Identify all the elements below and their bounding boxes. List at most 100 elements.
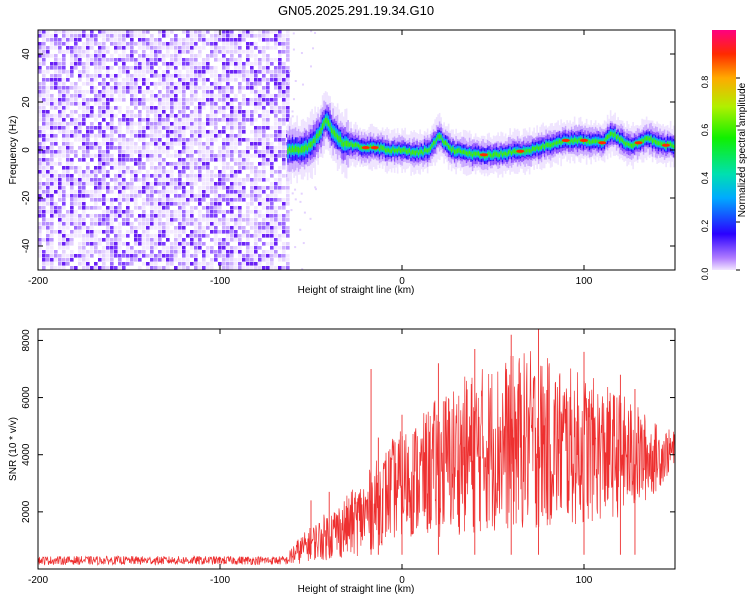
noise-cell: [190, 142, 194, 146]
noise-cell: [226, 30, 230, 34]
noise-cell: [262, 86, 266, 90]
noise-cell: [142, 198, 146, 202]
noise-cell: [186, 138, 190, 142]
noise-cell: [106, 230, 110, 234]
noise-cell: [230, 154, 234, 158]
noise-cell: [218, 58, 222, 62]
noise-cell: [98, 134, 102, 138]
noise-cell: [242, 50, 246, 54]
noise-cell: [94, 230, 98, 234]
noise-cell: [274, 78, 278, 82]
noise-cell: [118, 34, 122, 38]
noise-cell: [222, 222, 226, 226]
noise-cell: [282, 134, 286, 138]
noise-cell: [218, 38, 222, 42]
noise-cell: [190, 222, 194, 226]
signal-band-layer-6: [476, 152, 478, 156]
noise-cell: [102, 170, 106, 174]
noise-cell: [98, 94, 102, 98]
noise-cell: [270, 190, 274, 194]
noise-cell: [190, 262, 194, 266]
noise-cell: [138, 74, 142, 78]
noise-cell: [274, 238, 278, 242]
noise-cell: [258, 186, 262, 190]
noise-cell: [254, 134, 258, 138]
noise-cell: [118, 122, 122, 126]
noise-cell: [234, 238, 238, 242]
noise-cell: [230, 202, 234, 206]
signal-band-layer-6: [506, 152, 508, 157]
noise-cell: [102, 114, 106, 118]
noise-cell: [66, 102, 70, 106]
noise-cell: [38, 182, 42, 186]
signal-band-layer-6: [654, 140, 657, 144]
noise-cell: [62, 106, 66, 110]
noise-cell: [262, 186, 266, 190]
signal-band-layer-6: [648, 137, 651, 141]
noise-cell: [122, 214, 126, 218]
noise-cell: [226, 98, 230, 102]
noise-cell: [194, 134, 198, 138]
noise-cell: [102, 38, 106, 42]
noise-cell: [98, 102, 102, 106]
noise-cell: [118, 58, 122, 62]
noise-cell: [274, 206, 278, 210]
noise-cell: [86, 146, 90, 150]
noise-cell: [106, 242, 110, 246]
noise-cell: [246, 58, 250, 62]
noise-cell: [190, 218, 194, 222]
signal-band-layer-6: [623, 141, 625, 144]
noise-cell: [50, 162, 54, 166]
noise-cell: [166, 198, 170, 202]
signal-band-layer-6: [296, 146, 298, 152]
noise-cell: [46, 218, 50, 222]
noise-cell: [234, 266, 238, 270]
noise-cell: [74, 66, 78, 70]
noise-cell: [210, 202, 214, 206]
signal-band-layer-6: [288, 146, 291, 152]
noise-cell: [246, 222, 250, 226]
noise-cell: [154, 210, 158, 214]
noise-cell: [226, 146, 230, 150]
noise-cell: [118, 54, 122, 58]
colorbar: 0.00.20.40.60.8 Normalized spectral ampl…: [700, 30, 748, 280]
noise-cell: [206, 246, 210, 250]
noise-cell: [58, 114, 62, 118]
noise-cell: [110, 34, 114, 38]
noise-cell: [210, 134, 214, 138]
noise-cell: [166, 230, 170, 234]
noise-cell: [206, 162, 210, 166]
noise-cell: [50, 122, 54, 126]
noise-cell: [206, 154, 210, 158]
signal-band-layer-6: [380, 145, 382, 150]
noise-cell: [186, 214, 190, 218]
noise-cell: [282, 218, 286, 222]
noise-cell: [42, 218, 46, 222]
noise-cell: [122, 158, 126, 162]
noise-cell: [186, 30, 190, 34]
noise-cell: [142, 98, 146, 102]
noise-cell: [202, 94, 206, 98]
noise-cell: [230, 218, 234, 222]
noise-cell: [42, 150, 46, 154]
noise-cell: [198, 98, 202, 102]
noise-cell: [274, 42, 278, 46]
noise-cell: [78, 34, 82, 38]
noise-cell: [222, 170, 226, 174]
noise-cell: [278, 130, 282, 134]
noise-cell: [210, 238, 214, 242]
noise-cell: [126, 186, 130, 190]
noise-cell: [38, 230, 42, 234]
signal-band-layer-6: [434, 141, 436, 144]
signal-band-layer-6: [458, 148, 460, 153]
noise-cell: [94, 98, 98, 102]
noise-cell: [158, 150, 162, 154]
noise-cell: [118, 106, 122, 110]
noise-cell: [178, 102, 182, 106]
noise-cell: [274, 134, 278, 138]
noise-cell: [126, 30, 130, 34]
noise-cell: [142, 50, 146, 54]
noise-cell: [238, 46, 242, 50]
noise-cell: [138, 242, 142, 246]
signal-band-layer-6: [479, 153, 481, 158]
